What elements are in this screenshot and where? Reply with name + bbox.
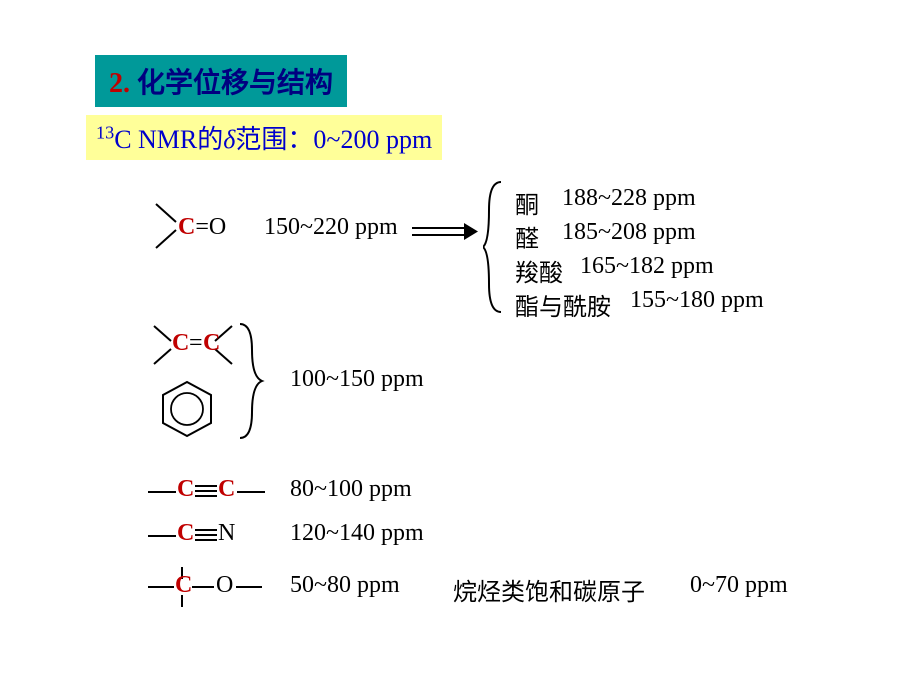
subtitle: 13C NMR的δ范围：0~200 ppm: [86, 115, 442, 160]
nitrile-range: 120~140 ppm: [290, 520, 424, 547]
alkane-label: 烷烃类饱和碳原子: [453, 572, 645, 607]
alkyne-triple: [195, 484, 217, 498]
detail-acid-range: 165~182 ppm: [580, 253, 714, 280]
detail-ketone-label: 酮: [515, 185, 539, 220]
carbonyl-range: 150~220 ppm: [264, 214, 398, 241]
arrow-icon: [410, 221, 480, 243]
subtitle-main1: C NMR的: [114, 125, 223, 154]
carbonyl-o: =O: [195, 214, 226, 240]
detail-aldehyde-range: 185~208 ppm: [562, 219, 696, 246]
nitrile-triple: [195, 528, 217, 542]
alkene-c2: C: [203, 330, 220, 357]
alkyne-struct-line-l: [148, 490, 176, 494]
co-struct: [148, 562, 268, 612]
detail-ketone-range: 188~228 ppm: [562, 185, 696, 212]
detail-ester-label: 酯与酰胺: [515, 287, 611, 322]
detail-ester-range: 155~180 ppm: [630, 287, 764, 314]
nitrile-n: N: [218, 520, 235, 547]
co-o: O: [216, 572, 233, 599]
subtitle-sup: 13: [96, 122, 114, 142]
title-text: 化学位移与结构: [130, 68, 333, 99]
co-c: C: [175, 572, 192, 599]
title-number: 2.: [109, 68, 130, 99]
nitrile-line-l: [148, 534, 176, 538]
sp2-range: 100~150 ppm: [290, 366, 424, 393]
brace-sp2: [236, 322, 266, 440]
alkyne-range: 80~100 ppm: [290, 476, 412, 503]
alkene-bond: =: [189, 330, 203, 357]
brace-carbonyl: [483, 180, 507, 314]
carbonyl-label: C=O: [178, 214, 226, 241]
alkane-range: 0~70 ppm: [690, 572, 788, 599]
alkene-c1: C: [172, 330, 189, 357]
alkyne-c1: C: [177, 476, 194, 503]
detail-acid-label: 羧酸: [515, 253, 563, 288]
alkyne-struct-line-r: [237, 490, 265, 494]
subtitle-main2: 范围：0~200 ppm: [235, 125, 432, 154]
nitrile-c: C: [177, 520, 194, 547]
alkyne-c2: C: [218, 476, 235, 503]
carbonyl-c: C: [178, 214, 195, 240]
benzene-struct: [156, 378, 218, 440]
detail-aldehyde-label: 醛: [515, 219, 539, 254]
subtitle-delta: δ: [223, 125, 235, 154]
co-range: 50~80 ppm: [290, 572, 400, 599]
section-title: 2. 化学位移与结构: [95, 55, 347, 107]
